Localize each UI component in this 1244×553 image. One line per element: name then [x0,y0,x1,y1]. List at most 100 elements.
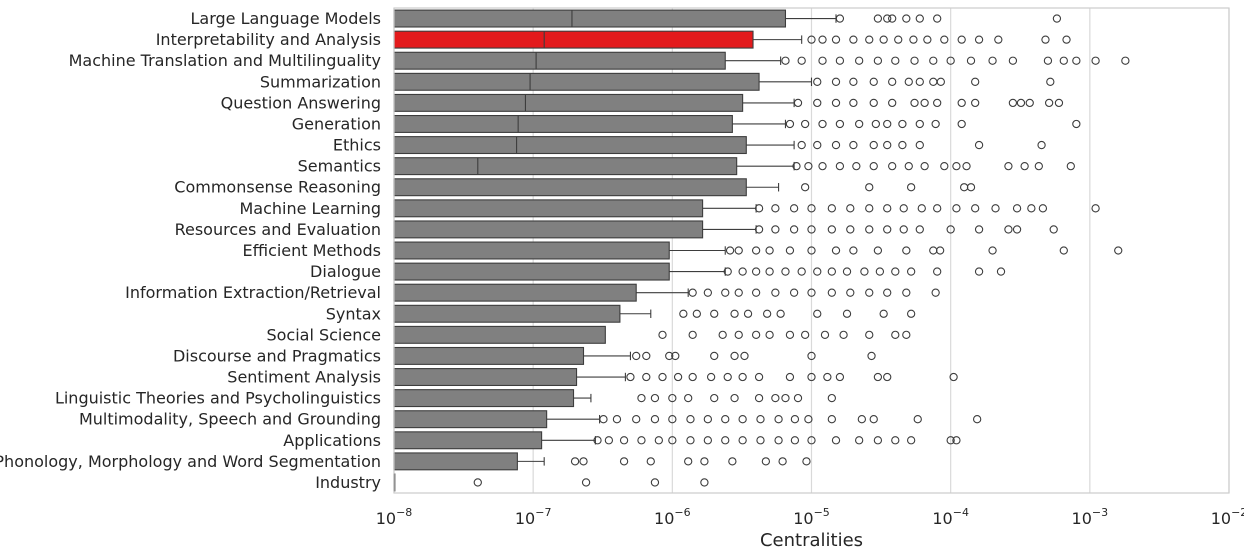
x-tick-label: 10−2 [1211,506,1244,528]
box-group [393,93,795,112]
outlier-point [894,35,903,44]
box [393,178,747,197]
outlier-point [860,267,869,276]
outlier-point [891,330,900,339]
outlier-point [730,351,739,361]
x-tick-label: 10−3 [1072,506,1109,528]
outlier-point [1072,56,1081,65]
outlier-point [879,309,888,318]
outlier-point [710,393,719,403]
outlier-point [883,119,892,129]
outlier-point [883,372,892,382]
outlier-point [929,77,938,86]
outlier-point [879,35,888,44]
outlier-point [855,119,864,129]
outlier-point [865,204,874,213]
outlier-point [835,56,845,65]
box-group [393,220,757,239]
outlier-point [949,372,958,382]
outlier-point [906,436,916,445]
outlier-point [917,204,926,213]
outlier-point [846,225,855,234]
box-group [393,389,592,408]
outlier-point [831,77,841,86]
outlier-point [790,415,800,424]
outlier-point [883,14,892,23]
box [393,431,543,450]
box [393,346,585,365]
outlier-point [700,457,709,466]
outliers [473,14,1130,487]
outlier-point [971,98,980,108]
x-tick-label: 10−6 [654,506,691,528]
outlier-point [1091,56,1100,65]
outlier-point [994,35,1003,44]
outlier-point [765,330,774,339]
outlier-point [790,436,800,445]
outlier-point [738,372,747,382]
outlier-point [668,415,677,424]
outlier-point [813,77,822,86]
outlier-point [1016,98,1026,108]
outlier-point [883,140,892,150]
outlier-point [728,457,737,466]
box-group [393,325,606,344]
category-label: Machine Learning [239,199,381,218]
category-label: Multimodality, Speech and Grounding [79,410,381,429]
box [393,283,637,302]
outlier-point [898,140,907,150]
outlier-point [974,140,984,150]
outlier-point [910,98,919,108]
outlier-point [738,267,747,276]
outlier-point [827,225,836,234]
outlier-point [754,372,764,382]
outlier-point [1012,204,1022,213]
outlier-point [692,309,701,318]
outlier-point [725,246,735,255]
outlier-point [703,415,713,424]
outlier-point [827,415,836,424]
category-label: Commonsense Reasoning [174,178,381,197]
outlier-point [743,309,753,318]
outlier-point [888,14,897,23]
outlier-point [1008,56,1018,65]
box-group [393,30,803,49]
outlier-point [619,457,629,466]
outlier-point [835,119,845,129]
outlier-point [612,415,622,424]
outlier-point [831,35,841,44]
outlier-point [789,288,799,297]
category-label: Syntax [326,304,381,323]
outlier-point [898,119,907,129]
box-group [393,136,795,155]
outlier-point [974,267,984,276]
outlier-point [1049,225,1058,234]
box [393,136,747,155]
outlier-point [781,267,790,276]
outlier-point [962,162,971,171]
outlier-point [756,436,765,445]
outlier-point [966,183,976,192]
outlier-point [827,393,836,403]
outlier-point [700,478,709,487]
outlier-point [1041,35,1050,44]
outlier-point [931,119,940,129]
outlier-point [906,183,916,192]
outlier-point [781,393,790,403]
outlier-point [906,309,916,318]
category-label: Applications [283,431,381,450]
box [393,304,621,323]
outlier-point [658,330,667,339]
outlier-point [865,225,874,234]
box-group [393,304,652,323]
box-group [393,157,795,176]
outlier-point [807,288,816,297]
outlier-point [703,288,713,297]
category-label: Resources and Evaluation [175,220,381,239]
outlier-point [632,415,641,424]
outlier-point [974,225,984,234]
x-tick-label: 10−7 [515,506,552,528]
outlier-point [839,330,848,339]
outlier-point [771,393,780,403]
outlier-point [891,436,900,445]
